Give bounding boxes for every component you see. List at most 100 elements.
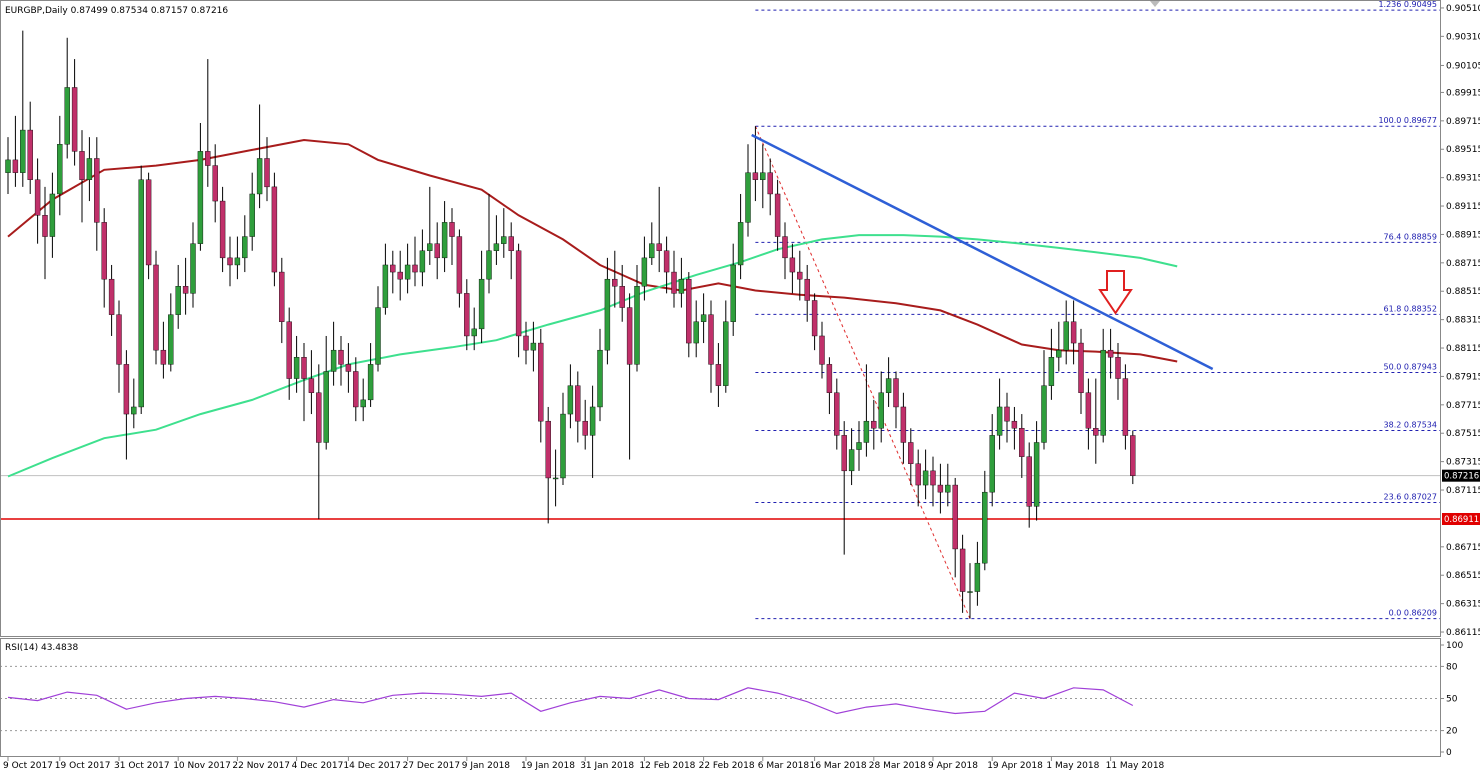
x-tick-label: 22 Nov 2017 — [232, 761, 290, 771]
candle-body — [286, 321, 292, 379]
candle-body — [937, 484, 944, 493]
rsi-panel — [0, 665, 1440, 732]
rsi-tick-label: 100 — [1446, 641, 1463, 651]
candle-body — [71, 87, 78, 152]
candle-body — [863, 420, 870, 443]
candle-body — [486, 250, 492, 280]
x-tick-label: 31 Jan 2018 — [580, 761, 634, 771]
candle-body — [293, 357, 300, 379]
candle-body — [1056, 349, 1062, 358]
candle-body — [64, 87, 70, 145]
candle-body — [375, 307, 381, 365]
candle-body — [427, 243, 433, 251]
candle-body — [123, 364, 130, 415]
candle-body — [671, 271, 677, 294]
candle-body — [626, 307, 633, 365]
candle-body — [885, 378, 892, 393]
x-tick-label: 9 Apr 2018 — [928, 761, 978, 771]
candle-body — [249, 193, 255, 237]
candle-body — [234, 257, 241, 266]
candle-body — [1115, 357, 1121, 379]
candle-body — [338, 349, 344, 365]
fib-label: 0.0 0.86209 — [1389, 609, 1437, 618]
candle-body — [197, 151, 204, 244]
candle-body — [242, 236, 248, 259]
candle-body — [641, 257, 648, 287]
candle-body — [86, 158, 93, 180]
y-tick-label: 0.87915 — [1446, 372, 1480, 382]
x-tick-label: 12 Feb 2018 — [639, 761, 695, 771]
rsi-name: RSI(14) — [5, 643, 38, 653]
fib-label: 38.2 0.87534 — [1384, 421, 1437, 430]
candle-body — [308, 378, 315, 393]
candle-body — [434, 243, 440, 259]
candle-body — [908, 442, 914, 464]
candle-body — [353, 371, 359, 408]
candle-body — [797, 271, 803, 280]
candle-body — [471, 328, 477, 337]
y-tick-label: 0.90105 — [1446, 61, 1480, 71]
candle-body — [804, 278, 810, 301]
candle-body — [819, 335, 825, 365]
candle-body — [1048, 357, 1055, 386]
candle-body — [397, 271, 403, 280]
x-tick-label: 28 Mar 2018 — [869, 761, 926, 771]
candle-body — [382, 264, 389, 308]
candle-body — [686, 278, 692, 344]
candle-body — [153, 264, 159, 351]
candle-body — [219, 200, 226, 259]
fib-price: 0.90495 — [1404, 0, 1437, 9]
candle-body — [789, 257, 796, 273]
candle-body — [175, 286, 181, 315]
candle-body — [900, 406, 907, 443]
candle-body — [1085, 392, 1092, 429]
candle-body — [552, 477, 559, 480]
candle-body — [745, 172, 751, 223]
candle-body — [1004, 406, 1010, 422]
fib-label: 23.6 0.87027 — [1384, 493, 1437, 502]
candle-body — [700, 314, 707, 322]
candle-body — [1063, 321, 1069, 351]
y-tick-label: 0.86315 — [1446, 600, 1480, 610]
candle-body — [12, 159, 19, 173]
candle-body — [94, 158, 100, 223]
fib-label: 100.0 0.89677 — [1378, 116, 1437, 125]
y-tick-label: 0.87315 — [1446, 458, 1480, 468]
candle-body — [826, 364, 833, 393]
y-tick-label: 0.89515 — [1446, 145, 1480, 155]
fib-price: 0.88352 — [1404, 304, 1437, 313]
y-tick-label: 0.89715 — [1446, 117, 1480, 127]
x-tick-label: 14 Dec 2017 — [343, 761, 401, 771]
symbol: EURGBP,Daily — [5, 6, 68, 16]
x-tick-label: 31 Oct 2017 — [114, 761, 170, 771]
candle-body — [367, 364, 374, 401]
candle-body — [945, 484, 951, 493]
candle-body — [841, 435, 847, 472]
candle-body — [856, 442, 862, 450]
candle-body — [456, 236, 463, 294]
candle-body — [915, 463, 921, 486]
low: 0.87157 — [151, 6, 188, 16]
rsi-tick-label: 0 — [1446, 748, 1452, 758]
rsi-panel-frame — [0, 638, 1441, 757]
candle-body — [730, 264, 736, 322]
y-tick-label: 0.89115 — [1446, 202, 1480, 212]
fib-ratio: 1.236 — [1378, 0, 1401, 9]
price-tag-label: 0.86911 — [1444, 515, 1479, 525]
price-tag — [1442, 512, 1480, 525]
candle-body — [20, 129, 26, 173]
rsi-title: RSI(14) 43.4838 — [5, 643, 78, 653]
candle-body — [79, 151, 85, 180]
open: 0.87499 — [71, 6, 108, 16]
candle-body — [545, 420, 551, 479]
y-tick-label: 0.89315 — [1446, 174, 1480, 184]
candle-body — [138, 179, 144, 408]
candle-body — [412, 264, 418, 273]
candle-body — [575, 385, 581, 422]
candle-body — [974, 562, 981, 592]
y-tick-label: 0.87715 — [1446, 401, 1480, 411]
candle-body — [464, 293, 470, 337]
candle-body — [893, 378, 899, 408]
candle-body — [530, 342, 537, 351]
